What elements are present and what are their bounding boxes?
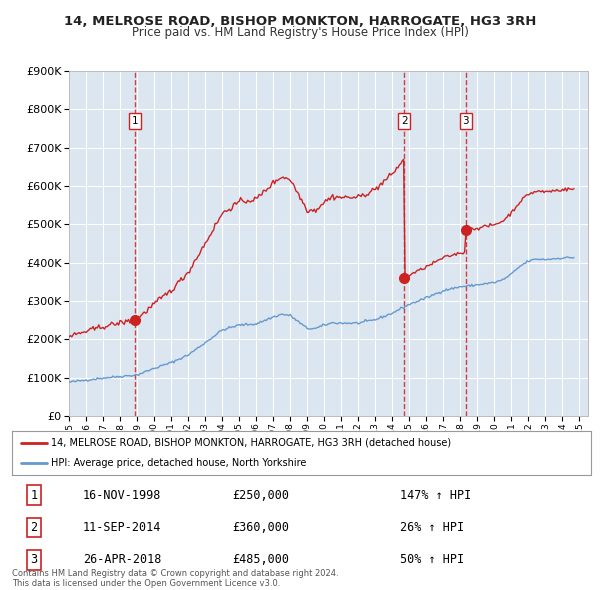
Text: 147% ↑ HPI: 147% ↑ HPI xyxy=(400,489,471,502)
Text: HPI: Average price, detached house, North Yorkshire: HPI: Average price, detached house, Nort… xyxy=(52,458,307,468)
Text: 3: 3 xyxy=(463,116,469,126)
Text: 2: 2 xyxy=(31,521,38,534)
Text: £250,000: £250,000 xyxy=(232,489,289,502)
Text: 14, MELROSE ROAD, BISHOP MONKTON, HARROGATE, HG3 3RH: 14, MELROSE ROAD, BISHOP MONKTON, HARROG… xyxy=(64,15,536,28)
Text: 1: 1 xyxy=(132,116,139,126)
Text: 14, MELROSE ROAD, BISHOP MONKTON, HARROGATE, HG3 3RH (detached house): 14, MELROSE ROAD, BISHOP MONKTON, HARROG… xyxy=(52,438,451,448)
Text: £485,000: £485,000 xyxy=(232,553,289,566)
Text: 3: 3 xyxy=(31,553,38,566)
Text: £360,000: £360,000 xyxy=(232,521,289,534)
Text: Price paid vs. HM Land Registry's House Price Index (HPI): Price paid vs. HM Land Registry's House … xyxy=(131,26,469,39)
Text: 2: 2 xyxy=(401,116,407,126)
Text: 1: 1 xyxy=(31,489,38,502)
Text: 11-SEP-2014: 11-SEP-2014 xyxy=(83,521,161,534)
Text: 26-APR-2018: 26-APR-2018 xyxy=(83,553,161,566)
Text: Contains HM Land Registry data © Crown copyright and database right 2024.
This d: Contains HM Land Registry data © Crown c… xyxy=(12,569,338,588)
Text: 16-NOV-1998: 16-NOV-1998 xyxy=(83,489,161,502)
Text: 26% ↑ HPI: 26% ↑ HPI xyxy=(400,521,464,534)
Text: 50% ↑ HPI: 50% ↑ HPI xyxy=(400,553,464,566)
